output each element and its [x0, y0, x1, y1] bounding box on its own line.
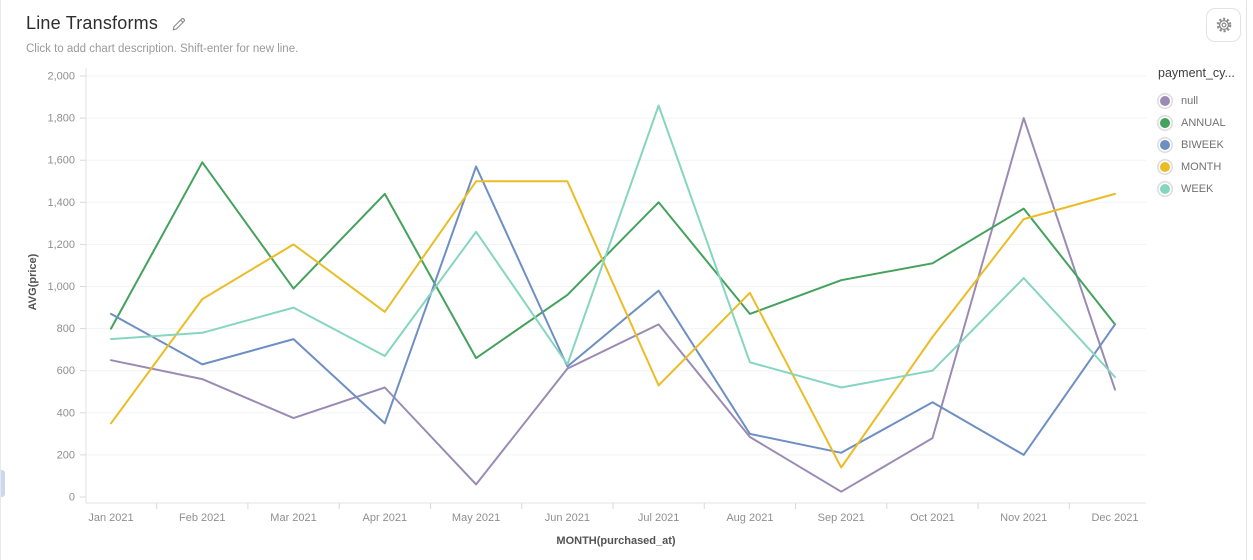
y-tick-label: 2,000 — [47, 71, 75, 83]
series-line-null[interactable] — [110, 117, 1116, 493]
gear-icon — [1216, 17, 1231, 33]
y-tick-label: 1,600 — [47, 155, 75, 167]
x-tick-label: Apr 2021 — [362, 512, 407, 524]
y-tick-label: 1,200 — [47, 239, 75, 251]
legend: payment_cy... null ANNUAL BIWEEK MONTH WEEK — [1158, 66, 1250, 200]
series-line-WEEK[interactable] — [110, 104, 1116, 389]
y-tick-label: 600 — [57, 365, 75, 377]
chart-header: Line Transforms — [26, 13, 188, 34]
y-axis-title: AVG(price) — [27, 253, 39, 311]
legend-item-label: WEEK — [1181, 183, 1214, 195]
x-tick-label: Nov 2021 — [1000, 512, 1047, 524]
legend-dot-icon — [1160, 184, 1170, 194]
x-axis-title: MONTH(purchased_at) — [556, 535, 676, 547]
y-tick-label: 1,800 — [47, 113, 75, 125]
series-line-BIWEEK[interactable] — [110, 165, 1116, 456]
y-tick-label: 0 — [69, 492, 75, 504]
legend-dot-icon — [1160, 140, 1170, 150]
legend-item-BIWEEK[interactable]: BIWEEK — [1158, 134, 1250, 156]
legend-item-WEEK[interactable]: WEEK — [1158, 178, 1250, 200]
page-title[interactable]: Line Transforms — [26, 13, 159, 33]
series-line-MONTH[interactable] — [110, 180, 1116, 469]
x-tick-label: Oct 2021 — [910, 512, 955, 524]
x-tick-label: Jan 2021 — [88, 512, 133, 524]
scroll-indicator[interactable] — [1, 470, 5, 497]
x-tick-label: Jul 2021 — [638, 512, 680, 524]
legend-item-null[interactable]: null — [1158, 90, 1250, 112]
y-tick-label: 1,000 — [47, 281, 75, 293]
y-tick-label: 800 — [57, 323, 75, 335]
legend-item-label: ANNUAL — [1181, 117, 1226, 129]
legend-dot-icon — [1160, 162, 1170, 172]
legend-items: null ANNUAL BIWEEK MONTH WEEK — [1158, 90, 1250, 200]
chart-description-placeholder[interactable]: Click to add chart description. Shift-en… — [26, 43, 299, 55]
x-tick-label: May 2021 — [452, 512, 500, 524]
x-tick-label: Sep 2021 — [818, 512, 865, 524]
settings-button[interactable] — [1206, 8, 1241, 42]
edit-title-button[interactable] — [170, 15, 188, 33]
x-tick-label: Mar 2021 — [270, 512, 316, 524]
panel-divider — [1246, 0, 1247, 560]
y-tick-label: 400 — [57, 407, 75, 419]
pencil-icon — [172, 17, 186, 30]
y-tick-label: 200 — [57, 449, 75, 461]
x-tick-label: Aug 2021 — [726, 512, 773, 524]
legend-item-ANNUAL[interactable]: ANNUAL — [1158, 112, 1250, 134]
series-line-ANNUAL[interactable] — [110, 161, 1116, 360]
x-tick-label: Jun 2021 — [545, 512, 590, 524]
legend-dot-icon — [1160, 96, 1170, 106]
x-tick-label: Dec 2021 — [1091, 512, 1138, 524]
legend-item-label: null — [1181, 95, 1199, 107]
legend-item-MONTH[interactable]: MONTH — [1158, 156, 1250, 178]
legend-item-label: MONTH — [1181, 161, 1222, 173]
legend-item-label: BIWEEK — [1181, 139, 1224, 151]
legend-dot-icon — [1160, 118, 1170, 128]
x-tick-label: Feb 2021 — [179, 512, 225, 524]
y-tick-label: 1,400 — [47, 197, 75, 209]
legend-title[interactable]: payment_cy... — [1158, 66, 1235, 80]
